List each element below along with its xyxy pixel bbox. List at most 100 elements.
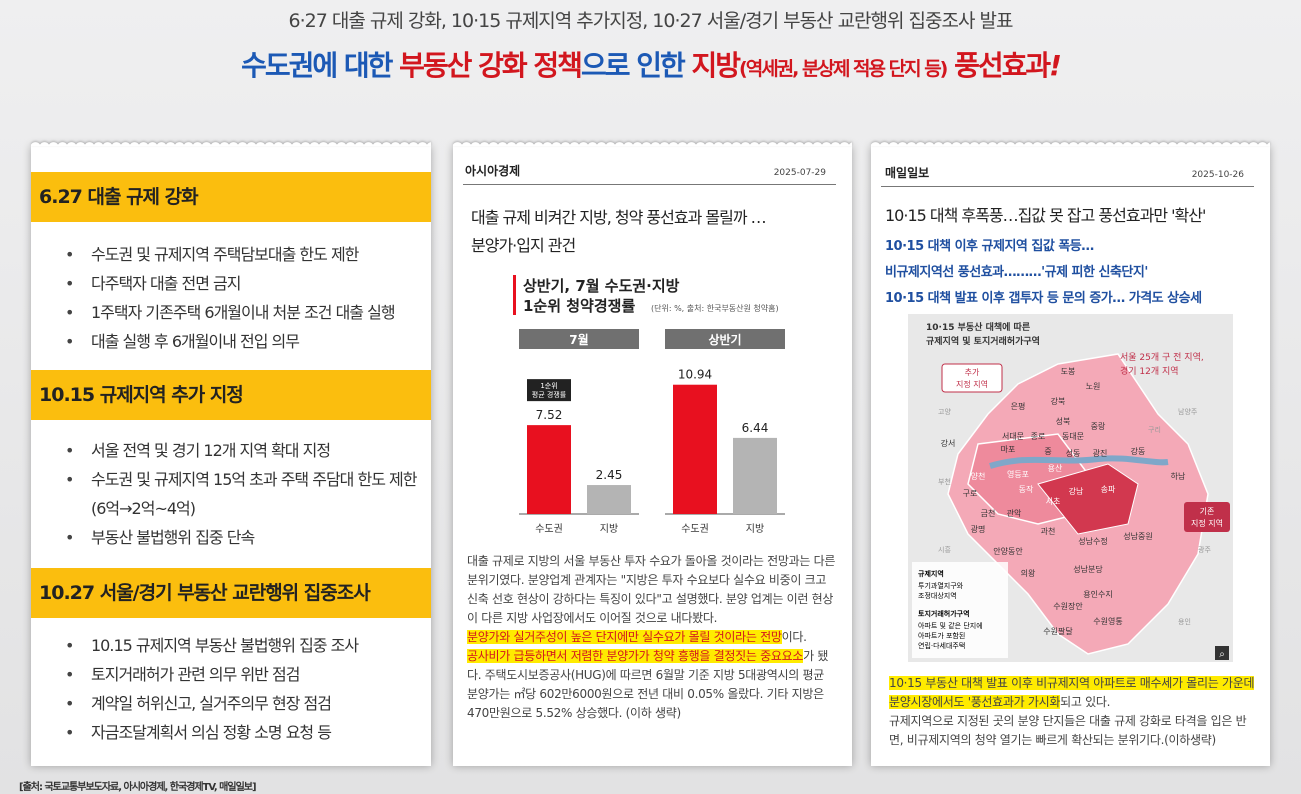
- district-label: 강동: [1131, 446, 1146, 456]
- city-label: 용인: [1178, 617, 1191, 626]
- district-label: 영등포: [1007, 469, 1029, 479]
- chart-note: (단위: %, 출처: 한국부동산원 청약홈): [651, 303, 779, 313]
- svg-text:지정 지역: 지정 지역: [956, 379, 988, 389]
- district-label: 강남: [1069, 486, 1084, 496]
- article-body: 10·15 부동산 대책 발표 이후 비규제지역 아파트로 매수세가 몰리는 가…: [889, 676, 1255, 747]
- district-label: 노원: [1086, 382, 1101, 391]
- tick-label: 수도권: [681, 523, 709, 535]
- district-label: 과천: [1041, 526, 1056, 536]
- bullet-list: 10.15 규제지역 부동산 불법행위 집중 조사토지거래허가 관련 의무 위반…: [65, 631, 425, 747]
- svg-text:아파트 및 같은 단지에: 아파트 및 같은 단지에: [918, 621, 983, 630]
- chart-title: 1순위 청약경쟁률: [523, 297, 635, 315]
- svg-text:기존: 기존: [1200, 507, 1215, 516]
- district-label: 중랑: [1091, 421, 1106, 431]
- district-label: 광진: [1093, 448, 1108, 458]
- district-label: 마포: [1001, 445, 1016, 454]
- page-subtitle: 6·27 대출 규제 강화, 10·15 규제지역 추가지정, 10·27 서울…: [288, 10, 1014, 32]
- svg-text:서울 25개 구 전 지역,: 서울 25개 구 전 지역,: [1120, 352, 1204, 363]
- outlet-logo: 아시아경제: [465, 164, 521, 178]
- badge: [527, 379, 571, 402]
- data-label: 2.45: [596, 468, 623, 482]
- district-label: 은평: [1011, 401, 1026, 411]
- district-label: 금천: [981, 508, 996, 518]
- tick-label: 지방: [600, 523, 618, 535]
- svg-text:투기과열지구와: 투기과열지구와: [918, 581, 964, 590]
- source-footer: [출처: 국토교통부보도자료, 아시아경제, 한국경제TV, 매일일보]: [19, 782, 257, 793]
- panel-label: 7월: [569, 332, 588, 347]
- district-label: 의왕: [1021, 568, 1036, 578]
- district-label: 성북: [1056, 417, 1071, 426]
- page-headline: 수도권에 대한 부동산 강화 정책으로 인한 지방(역세권, 분상제 적용 단지…: [241, 49, 1062, 82]
- district-label: 동대문: [1062, 432, 1084, 441]
- district-label: 종로: [1031, 432, 1046, 441]
- data-label: 10.94: [678, 368, 712, 382]
- tick-label: 지방: [746, 523, 764, 535]
- article-headline: 대출 규제 비켜간 지방, 청약 풍선효과 몰릴까 … 분양가·입지 관건: [471, 208, 767, 255]
- news-card-maeil: 매일일보 2025-10-26 10·15 대책 후폭풍…집값 못 잡고 풍선효…: [871, 132, 1270, 766]
- zoom-icon: ⌕: [1219, 649, 1225, 660]
- article-body: 대출 규제로 지방의 서울 부동산 투자 수요가 돌아올 것이라는 전망과는 다…: [467, 554, 836, 720]
- bar: [673, 384, 717, 514]
- bullet-list: 서울 전역 및 경기 12개 지역 확대 지정수도권 및 규제지역 15억 초과…: [65, 436, 425, 552]
- district-label: 수원영통: [1093, 616, 1122, 626]
- district-label: 안양동안: [993, 546, 1023, 556]
- district-label: 성남수정: [1078, 536, 1107, 546]
- article-headline: 10·15 대책 후폭풍…집값 못 잡고 풍선효과만 '확산': [885, 206, 1206, 225]
- district-label: 중: [1044, 447, 1051, 456]
- svg-text:아파트가 포함된: 아파트가 포함된: [918, 631, 965, 640]
- section-title: 10.15 규제지역 추가 지정: [31, 370, 431, 420]
- city-label: 광주: [1198, 546, 1211, 554]
- bar: [733, 437, 777, 514]
- district-label: 도봉: [1061, 367, 1076, 376]
- svg-text:규제지역 및 토지거래허가구역: 규제지역 및 토지거래허가구역: [926, 335, 1040, 347]
- regulation-map: 10·15 부동산 대책에 따른 규제지역 및 토지거래허가구역 서울 25개 …: [908, 314, 1233, 662]
- panel-label: 상반기: [708, 332, 741, 347]
- district-label: 용산: [1048, 463, 1063, 473]
- badge-text: 1순위: [540, 382, 557, 390]
- bullet-list: 수도권 및 규제지역 주택담보대출 한도 제한다주택자 대출 전면 금지1주택자…: [65, 240, 425, 356]
- section-title: 6.27 대출 규제 강화: [31, 172, 431, 222]
- city-label: 구리: [1148, 425, 1161, 434]
- city-label: 시흥: [938, 545, 951, 554]
- outlet-logo: 매일일보: [885, 166, 930, 180]
- district-label: 강북: [1051, 396, 1066, 406]
- svg-text:경기 12개 지역: 경기 12개 지역: [1120, 365, 1179, 377]
- district-label: 강서: [941, 438, 956, 448]
- news-card-asiae: 아시아경제 2025-07-29 대출 규제 비켜간 지방, 청약 풍선효과 몰…: [453, 132, 852, 766]
- data-label: 7.52: [536, 408, 563, 422]
- panel-header: [665, 329, 785, 349]
- svg-text:조정대상지역: 조정대상지역: [918, 591, 957, 600]
- bar-chart: 상반기, 7월 수도권·지방 1순위 청약경쟁률 (단위: %, 출처: 한국부…: [513, 275, 785, 535]
- svg-text:10·15 부동산 대책에 따른: 10·15 부동산 대책에 따른: [926, 321, 1030, 333]
- district-label: 동작: [1019, 484, 1034, 494]
- data-label: 6.44: [742, 421, 769, 435]
- svg-text:지정 지역: 지정 지역: [1191, 518, 1223, 528]
- chart-title: 상반기, 7월 수도권·지방: [523, 277, 680, 295]
- district-label: 서초: [1046, 497, 1061, 506]
- city-label: 남양주: [1178, 407, 1198, 416]
- svg-text:추가: 추가: [965, 368, 980, 377]
- district-label: 관악: [1007, 508, 1022, 518]
- city-label: 부천: [938, 477, 951, 486]
- district-label: 서대문: [1002, 432, 1024, 441]
- district-label: 광명: [971, 524, 986, 534]
- district-label: 양천: [971, 471, 986, 481]
- district-label: 성남중원: [1123, 532, 1152, 541]
- svg-text:토지거래허가구역: 토지거래허가구역: [918, 609, 970, 618]
- city-label: 고양: [938, 408, 951, 416]
- district-label: 성동: [1066, 449, 1081, 458]
- svg-text:연립·다세대주택: 연립·다세대주택: [918, 641, 965, 650]
- bar: [527, 425, 571, 514]
- bar: [587, 485, 631, 514]
- district-label: 용인수지: [1083, 589, 1112, 599]
- tick-label: 수도권: [535, 523, 563, 535]
- policy-summary-card: 6.27 대출 규제 강화 수도권 및 규제지역 주택담보대출 한도 제한다주택…: [31, 132, 431, 766]
- district-label: 수원장안: [1053, 601, 1083, 611]
- article-subheads: 10·15 대책 이후 규제지역 집값 폭등… 비규제지역선 풍선효과………'규제…: [885, 239, 1202, 306]
- district-label: 송파: [1101, 485, 1116, 494]
- panel-header: [519, 329, 639, 349]
- badge-text: 평균 경쟁률: [532, 390, 567, 399]
- svg-text:규제지역: 규제지역: [918, 569, 944, 578]
- article-date: 2025-10-26: [1191, 170, 1244, 180]
- section-title: 10.27 서울/경기 부동산 교란행위 집중조사: [31, 568, 431, 618]
